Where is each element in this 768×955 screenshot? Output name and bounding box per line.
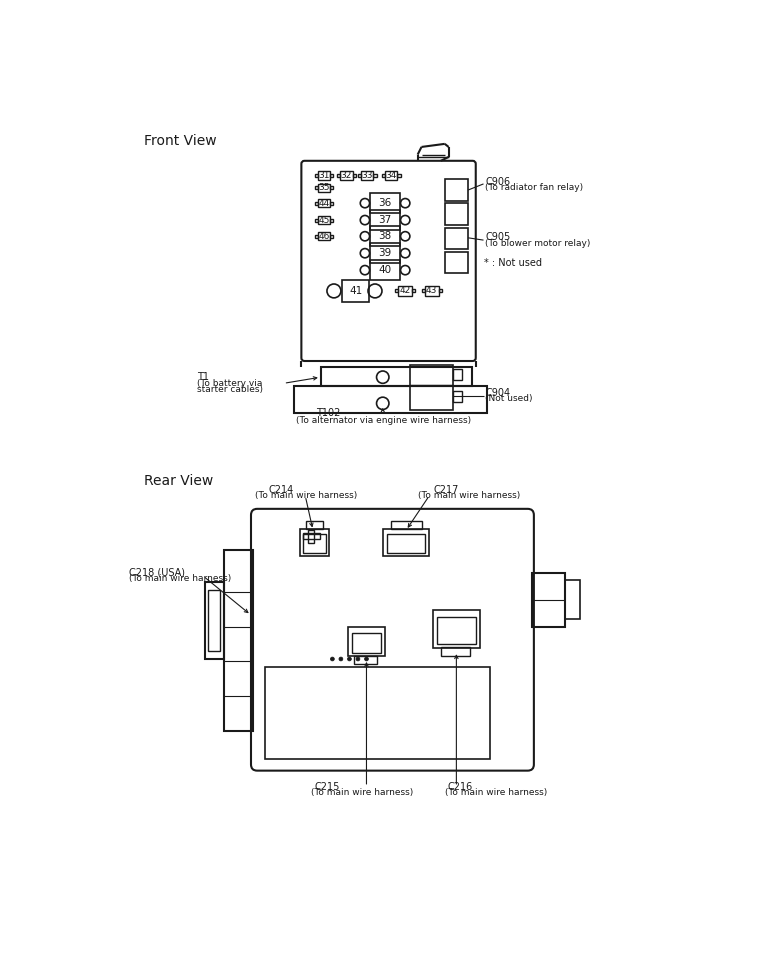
Circle shape	[356, 657, 360, 661]
Text: (To main wire harness): (To main wire harness)	[255, 491, 357, 500]
Text: C218 (USA): C218 (USA)	[128, 568, 184, 578]
Text: C216: C216	[448, 782, 473, 792]
Text: starter cables): starter cables)	[197, 385, 263, 394]
Text: 44: 44	[318, 199, 329, 207]
Text: (Not used): (Not used)	[485, 394, 532, 403]
Text: C217: C217	[433, 484, 458, 495]
Text: 39: 39	[379, 248, 392, 258]
Text: T102: T102	[316, 409, 341, 418]
Text: C215: C215	[314, 782, 339, 792]
Text: (To main wire harness): (To main wire harness)	[418, 491, 520, 500]
Text: (To alternator via engine wire harness): (To alternator via engine wire harness)	[296, 415, 471, 425]
Text: 31: 31	[318, 171, 329, 180]
Text: 33: 33	[362, 171, 373, 180]
Text: C904: C904	[485, 388, 510, 397]
Text: Rear View: Rear View	[144, 475, 214, 488]
Text: C214: C214	[268, 484, 293, 495]
Circle shape	[330, 657, 334, 661]
Text: 34: 34	[386, 171, 397, 180]
Text: Front View: Front View	[144, 134, 217, 148]
Text: 46: 46	[318, 232, 329, 241]
Circle shape	[347, 657, 352, 661]
Text: 37: 37	[379, 215, 392, 225]
Text: (To radiator fan relay): (To radiator fan relay)	[485, 183, 583, 192]
Text: (To main wire harness): (To main wire harness)	[312, 789, 414, 797]
Circle shape	[339, 657, 343, 661]
Text: (To blower motor relay): (To blower motor relay)	[485, 239, 591, 247]
Text: 32: 32	[341, 171, 352, 180]
Text: C906: C906	[485, 177, 510, 186]
Circle shape	[365, 657, 369, 661]
Text: 35: 35	[318, 183, 329, 192]
Text: * : Not used: * : Not used	[484, 258, 541, 268]
Text: (To battery via: (To battery via	[197, 379, 262, 388]
Text: 38: 38	[379, 231, 392, 242]
Text: T1: T1	[197, 372, 209, 382]
Text: C905: C905	[485, 232, 510, 242]
Text: 43: 43	[426, 286, 437, 295]
Text: 42: 42	[399, 286, 411, 295]
Text: (To main wire harness): (To main wire harness)	[445, 789, 547, 797]
Text: 36: 36	[379, 198, 392, 208]
Text: 40: 40	[379, 265, 392, 275]
Text: 41: 41	[349, 286, 362, 296]
Text: (To main wire harness): (To main wire harness)	[128, 574, 231, 584]
Text: 45: 45	[318, 216, 329, 224]
